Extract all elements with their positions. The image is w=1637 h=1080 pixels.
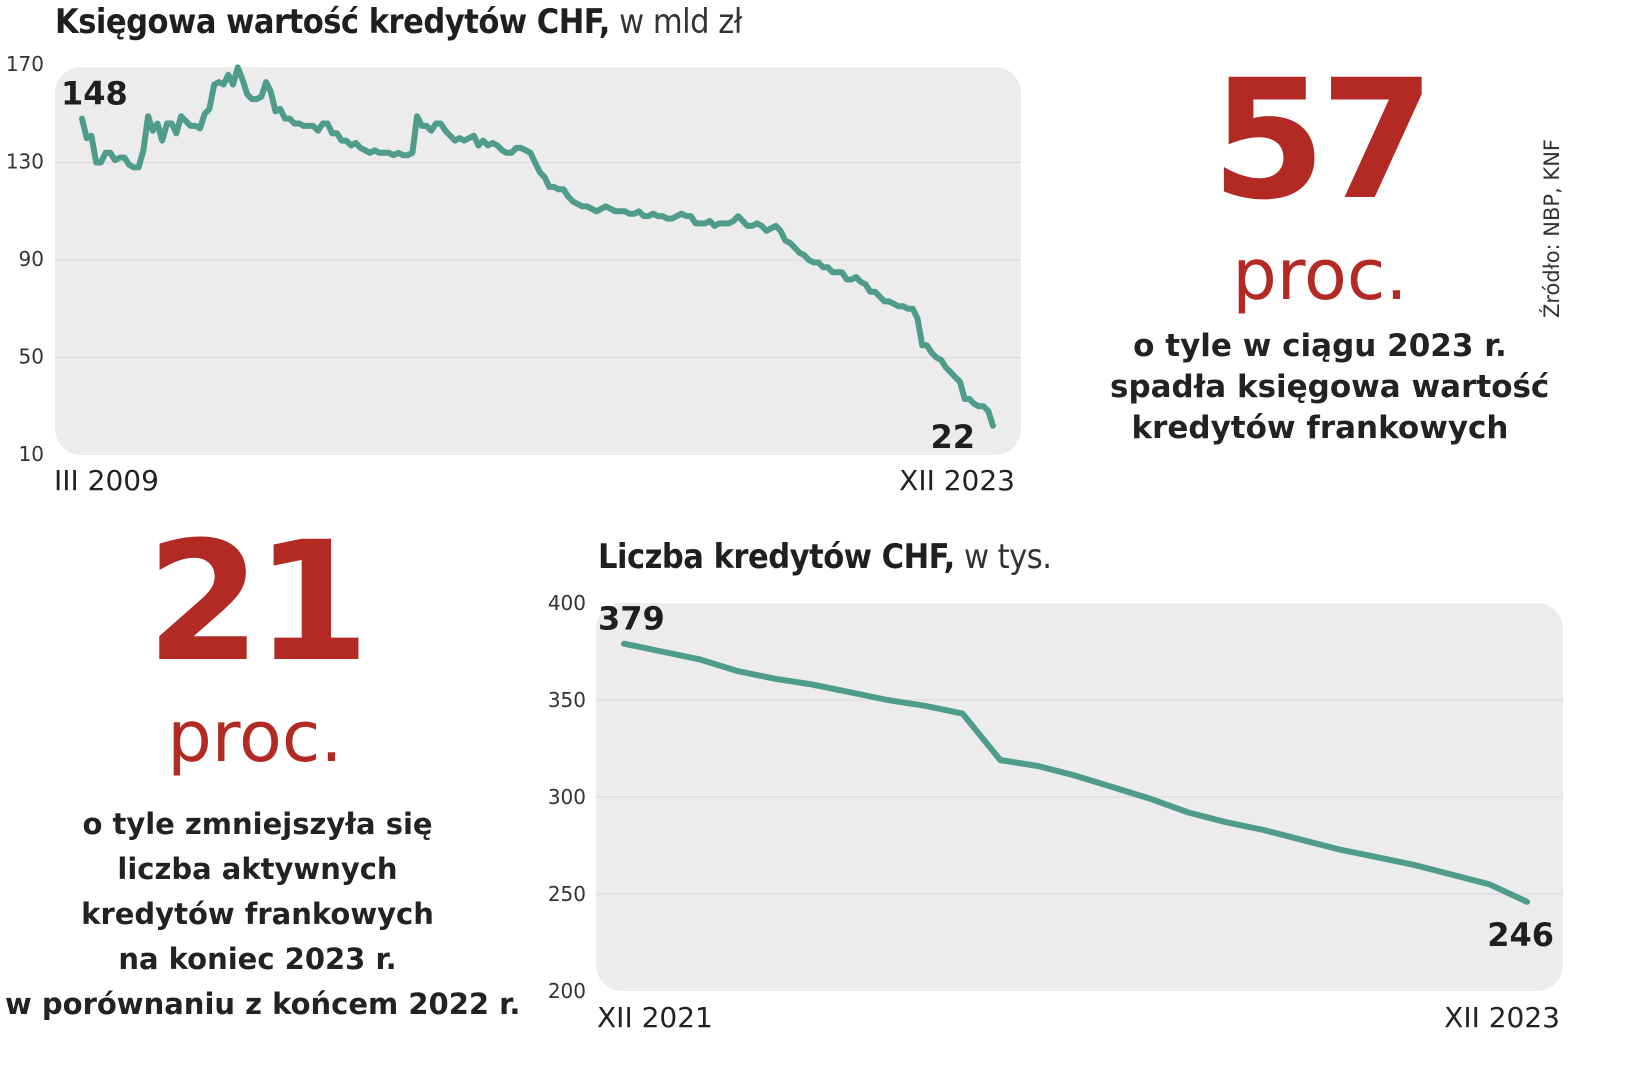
chart1-end-value-label: 22: [930, 418, 975, 456]
chart2-y-tick-label: 200: [548, 979, 586, 1003]
chart2-y-tick-label: 300: [548, 785, 586, 809]
stat2-unit: proc.: [167, 696, 343, 778]
stat1-value: 57: [1211, 44, 1435, 236]
stat1-unit: proc.: [1232, 234, 1408, 316]
stat2-value: 21: [146, 506, 370, 698]
chart2-start-value-label: 379: [598, 600, 665, 638]
stat2-line-2: liczba aktywnych: [117, 851, 398, 886]
stat2-line-3: kredytów frankowych: [81, 896, 434, 931]
chart1-y-tick-label: 10: [19, 442, 44, 466]
chart2-x-label-end: XII 2023: [1444, 1001, 1560, 1034]
chart1-x-label-start: III 2009: [54, 464, 159, 497]
chart2-y-tick-label: 350: [548, 688, 586, 712]
stat2-description: o tyle zmniejszyła się liczba aktywnych …: [5, 802, 521, 1027]
stat1-description: o tyle w ciągu 2023 r. spadła księgowa w…: [1110, 326, 1550, 449]
chart2-x-label-start: XII 2021: [597, 1001, 713, 1034]
chart1-y-tick-label: 50: [19, 345, 44, 369]
chart1-title: Księgowa wartość kredytów CHF, w mld zł: [55, 2, 743, 42]
chart1-y-tick-label: 90: [19, 247, 44, 271]
chart1-y-tick-label: 170: [6, 52, 44, 76]
stat2-line-5: w porównaniu z końcem 2022 r.: [5, 986, 521, 1021]
stat2-line-1: o tyle zmniejszyła się: [82, 807, 433, 841]
chart2-line-chart: 400 350 300 250 200 379 246 XII 2021 XII 2023: [548, 591, 1563, 1034]
stat1-line-1: o tyle w ciągu 2023 r.: [1133, 328, 1507, 364]
chart2-title: Liczba kredytów CHF, w tys.: [598, 537, 1052, 577]
chart1-series-line: [79, 64, 996, 429]
chart2-series-line: [621, 640, 1530, 905]
chart1-x-label-end: XII 2023: [899, 464, 1015, 497]
chart1-line-chart: 170 130 90 50 10 148 22 III 2009 XII 2023: [6, 52, 1021, 497]
stat1-line-3: kredytów frankowych: [1131, 409, 1509, 446]
chart1-start-value-label: 148: [61, 75, 128, 113]
chart2-title-unit: w tys.: [954, 537, 1052, 577]
chart1-title-main: Księgowa wartość kredytów CHF,: [55, 2, 610, 42]
chart1-title-unit: w mld zł: [609, 2, 742, 42]
chart2-y-tick-label: 250: [548, 882, 586, 906]
stat1-line-2: spadła księgowa wartość: [1110, 368, 1550, 405]
chart2-end-value-label: 246: [1487, 916, 1554, 954]
chart2-y-tick-label: 400: [548, 591, 586, 615]
chart1-y-tick-label: 130: [6, 150, 44, 174]
chart2-title-main: Liczba kredytów CHF,: [598, 537, 955, 577]
stat2-line-4: na koniec 2023 r.: [118, 941, 397, 976]
source-note: Źródło: NBP, KNF: [1540, 139, 1564, 318]
